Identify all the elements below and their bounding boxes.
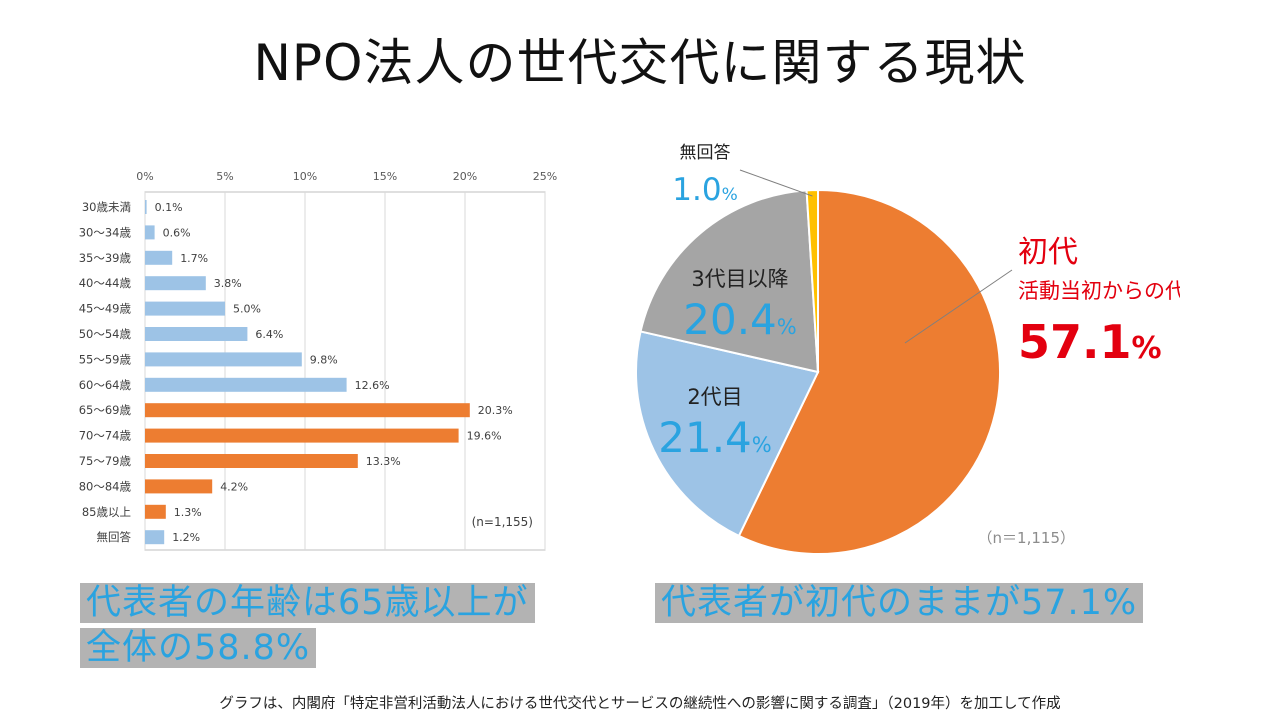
y-category-label: 30歳未満 (82, 200, 131, 214)
bar-value-label: 9.8% (310, 353, 338, 366)
x-tick-label: 10% (293, 170, 317, 183)
pie-slice (737, 188, 1001, 555)
bar-value-label: 3.8% (214, 277, 242, 290)
bar (145, 327, 248, 341)
bar-sample-note: (n=1,155) (472, 515, 533, 529)
bar (145, 454, 358, 468)
bar (145, 377, 347, 392)
bar (145, 428, 459, 443)
bar (145, 276, 206, 291)
y-category-label: 35～39歳 (79, 251, 132, 265)
bar (145, 200, 147, 214)
generation-summary: 代表者が初代のままが57.1% (655, 583, 1144, 623)
y-category-label: 60～64歳 (79, 378, 132, 392)
age-bar-chart: 0% 5% 10% 15% 20% 25% 30歳未満 0.1% 30～34歳 0.6% 35～39… (79, 170, 557, 551)
bar-value-label: 5.0% (233, 303, 261, 316)
bar-value-label: 20.3% (478, 404, 513, 417)
bar-value-label: 1.2% (172, 531, 200, 544)
age-summary-line-1: 代表者の年齢は65歳以上が (80, 583, 535, 623)
y-category-label: 55～59歳 (79, 352, 132, 366)
pie-sample-note: （n＝1,115） (978, 529, 1075, 547)
pie-label-name: 無回答 (680, 143, 731, 163)
pie-label-value: 57.1% (1018, 315, 1162, 369)
pie-label-value: 1.0% (672, 172, 737, 208)
pie-label-name: 2代目 (687, 385, 742, 409)
pie-label-value: 20.4% (683, 295, 796, 344)
y-category-label: 80～84歳 (79, 479, 132, 493)
pie-label-name: 3代目以降 (691, 267, 788, 291)
page-title: NPO法人の世代交代に関する現状 (253, 34, 1027, 92)
x-tick-label: 5% (216, 170, 233, 183)
x-tick-label: 25% (533, 170, 557, 183)
bar-value-label: 1.3% (174, 506, 202, 519)
y-category-label: 75～79歳 (79, 454, 132, 468)
bar (145, 530, 165, 545)
pie-label-value: 21.4% (658, 413, 771, 462)
bar-value-label: 1.7% (180, 252, 208, 265)
bar-value-label: 13.3% (366, 455, 401, 468)
pie-slice (635, 330, 820, 538)
y-category-label: 45～49歳 (79, 302, 132, 316)
y-category-label: 65～69歳 (79, 403, 132, 417)
bar (145, 352, 302, 367)
x-tick-label: 20% (453, 170, 477, 183)
y-category-label: 50～54歳 (79, 327, 132, 341)
bar-value-label: 12.6% (355, 379, 390, 392)
bar-value-label: 0.1% (155, 201, 183, 214)
generation-pie-chart: 初代活動当初からの代表者 57.1% 2代目 21.4% 3代目以降 20.4% 無回答 1.… (635, 143, 1180, 555)
y-category-label: 30～34歳 (79, 225, 132, 239)
pie-label-name: 初代 (1018, 235, 1078, 270)
bar-value-label: 0.6% (163, 226, 191, 239)
x-tick-label: 0% (136, 170, 153, 183)
bar (145, 479, 213, 494)
leader-line (739, 169, 813, 197)
y-category-label: 40～44歳 (79, 276, 132, 290)
pie-label-sub: 活動当初からの代表者 (1018, 279, 1180, 303)
bar (145, 504, 166, 519)
y-category-label: 70～74歳 (79, 429, 132, 443)
bar (145, 225, 155, 240)
bar-value-label: 4.2% (220, 480, 248, 493)
source-note: グラフは、内閣府「特定非営利活動法人における世代交代とサービスの継続性への影響に… (219, 696, 1061, 712)
x-tick-label: 15% (373, 170, 397, 183)
bar-plot-frame (144, 191, 546, 551)
bar-value-label: 6.4% (255, 328, 283, 341)
age-summary-line-2: 全体の58.8% (80, 628, 317, 668)
pie-slice (639, 189, 820, 374)
leader-line (904, 269, 1013, 344)
bar (145, 403, 470, 418)
bar (145, 301, 225, 316)
bar-value-label: 19.6% (467, 430, 502, 443)
bar (145, 250, 173, 265)
pie-slice (805, 188, 819, 373)
y-category-label: 85歳以上 (82, 505, 131, 519)
y-category-label: 無回答 (97, 530, 132, 544)
